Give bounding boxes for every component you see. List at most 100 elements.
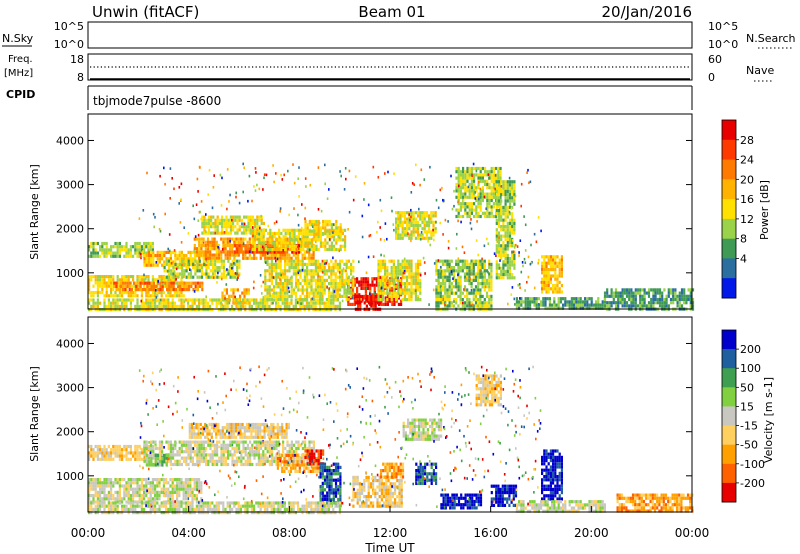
power-cell: [524, 249, 527, 252]
power-cell: [266, 256, 269, 260]
power-cell: [495, 273, 498, 277]
power-cell: [379, 285, 382, 289]
power-cell: [107, 308, 110, 312]
power-cell: [290, 262, 293, 266]
power-cell: [634, 301, 637, 305]
power-cell: [643, 304, 646, 308]
power-cell: [403, 275, 406, 279]
power-cell: [306, 278, 309, 282]
power-cell: [151, 275, 154, 279]
power-cell: [105, 294, 108, 298]
power-cell: [165, 301, 168, 305]
power-cell: [273, 288, 276, 292]
power-cell: [357, 304, 360, 308]
power-cell: [483, 301, 486, 305]
velocity-cell: [165, 478, 168, 482]
nsearch-tick-top: 10^5: [708, 20, 738, 33]
power-cell: [260, 235, 263, 239]
power-cell: [319, 262, 322, 266]
power-cell: [392, 269, 395, 273]
power-cell: [397, 211, 400, 215]
velocity-cell: [112, 484, 115, 488]
power-cell: [506, 221, 509, 225]
power-cell: [513, 180, 516, 184]
power-cell: [488, 282, 491, 286]
power-cell: [472, 278, 475, 282]
power-cell: [399, 269, 402, 273]
power-cell: [101, 284, 104, 288]
power-cell: [570, 297, 573, 301]
power-cell: [277, 275, 280, 279]
power-cell: [180, 257, 183, 261]
power-cell: [414, 272, 417, 276]
power-cell: [645, 304, 648, 308]
power-cell: [256, 247, 259, 251]
power-cell: [275, 308, 278, 312]
power-cell: [423, 217, 426, 221]
power-cell: [288, 253, 291, 257]
power-cell: [529, 297, 532, 301]
power-cell: [96, 298, 99, 302]
power-cell: [185, 254, 188, 258]
power-cell: [472, 294, 475, 298]
power-cell: [610, 288, 613, 292]
velocity-cell: [114, 490, 117, 494]
power-cell: [599, 306, 602, 310]
power-cell: [437, 288, 440, 292]
power-cell: [621, 291, 624, 295]
power-cell: [178, 275, 181, 279]
power-cell: [446, 266, 449, 270]
power-cell: [297, 238, 300, 242]
power-cell: [689, 294, 692, 298]
power-cell: [306, 244, 309, 248]
power-cell: [490, 166, 493, 171]
power-cell: [502, 180, 505, 184]
power-cell: [515, 243, 517, 247]
power-cell: [464, 208, 467, 212]
power-cell: [645, 291, 648, 295]
power-cell: [201, 284, 204, 288]
power-cell: [481, 257, 483, 261]
power-cell: [221, 277, 223, 281]
power-cell: [474, 191, 476, 194]
power-cell: [299, 272, 302, 276]
power-cell: [533, 297, 536, 301]
power-cell: [568, 306, 571, 310]
power-cell: [459, 275, 462, 279]
power-cell: [479, 266, 482, 270]
power-cell: [474, 197, 477, 200]
power-cell: [377, 282, 380, 286]
power-cell: [297, 250, 300, 254]
power-cell: [336, 294, 339, 298]
power-cell: [317, 269, 320, 273]
power-cell: [174, 272, 177, 276]
power-cell: [338, 304, 341, 308]
power-cell: [308, 223, 311, 227]
power-cell: [140, 245, 143, 249]
power-cell: [500, 185, 503, 188]
power-cell: [139, 281, 142, 285]
power-cell: [477, 192, 480, 196]
power-cell: [495, 237, 498, 241]
power-cell: [272, 164, 274, 167]
power-cell: [399, 262, 402, 266]
power-cell: [514, 303, 516, 306]
power-cell: [264, 250, 267, 254]
power-cell: [575, 306, 578, 310]
power-cell: [308, 269, 311, 273]
power-cell: [527, 275, 530, 279]
power-cell: [506, 263, 509, 267]
power-cell: [152, 212, 155, 216]
power-cell: [490, 192, 493, 196]
power-cell: [238, 218, 241, 222]
velocity-cell: [162, 478, 165, 482]
power-cell: [691, 288, 695, 292]
power-cell: [277, 266, 280, 270]
power-cell: [403, 211, 406, 215]
power-cell: [459, 269, 462, 273]
power-cell: [402, 271, 405, 275]
power-cell: [437, 304, 440, 308]
power-cell: [116, 251, 119, 255]
power-cell: [138, 251, 141, 255]
power-cell: [101, 278, 104, 282]
